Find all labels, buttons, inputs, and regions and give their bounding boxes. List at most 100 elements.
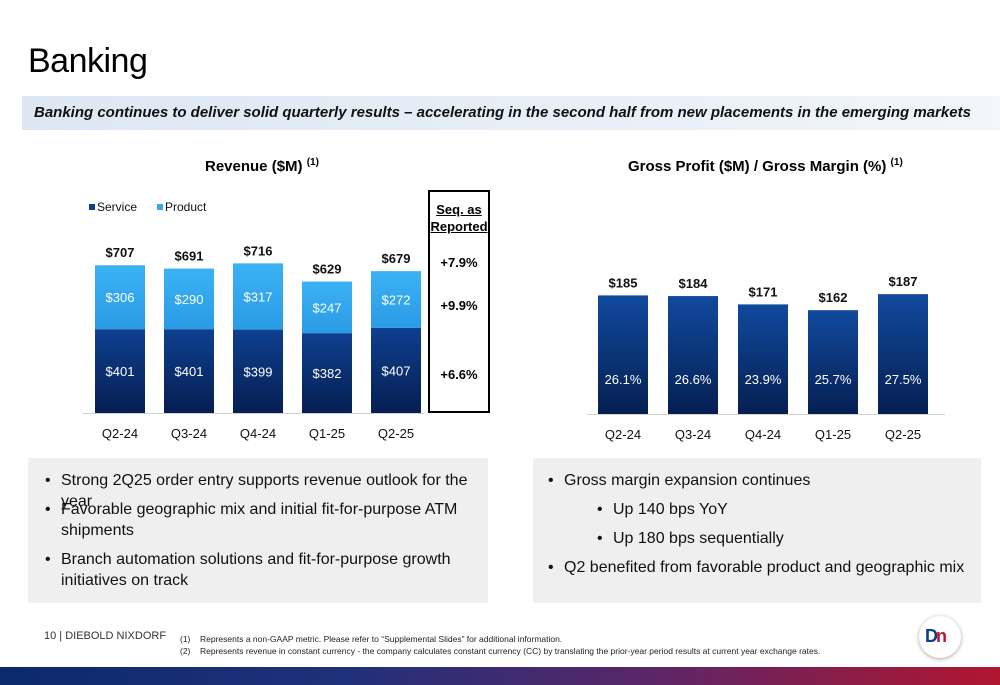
bar-product xyxy=(371,271,421,328)
data-label-service: $399 xyxy=(244,364,273,379)
bar-service xyxy=(233,329,283,413)
bullet-text: Up 180 bps sequentially xyxy=(613,530,784,547)
seq-value-service: +6.6% xyxy=(440,367,478,382)
footnote: (2) Represents revenue in constant curren… xyxy=(180,645,820,657)
revenue-commentary-panel: • Strong 2Q25 order entry supports revenu… xyxy=(28,458,488,603)
seq-value-product: +9.9% xyxy=(440,298,478,313)
data-label-product: $290 xyxy=(175,292,204,307)
x-tick-label: Q4-24 xyxy=(745,427,781,442)
x-tick-label: Q1-25 xyxy=(815,427,851,442)
list-item: • Strong 2Q25 order entry supports revenu… xyxy=(45,470,476,512)
legend-label-product: Product xyxy=(165,200,207,214)
legend-label-service: Service xyxy=(97,200,137,214)
data-label-product: $272 xyxy=(382,293,411,308)
bullet-dot: • xyxy=(548,559,554,576)
seq-value-total: +7.9% xyxy=(440,255,478,270)
list-item: • Gross margin expansion continues xyxy=(548,470,969,491)
bullet-dot: • xyxy=(597,530,603,547)
x-tick-label: Q2-25 xyxy=(378,426,414,441)
x-tick-label: Q3-24 xyxy=(675,427,711,442)
bullet-text: Gross margin expansion continues xyxy=(564,472,811,489)
footnote-number: (1) xyxy=(180,634,191,644)
data-label-total: $716 xyxy=(244,243,273,258)
footnote-number: (2) xyxy=(180,646,191,656)
footnote: (1) Represents a non-GAAP metric. Please … xyxy=(180,633,820,645)
x-tick-label: Q1-25 xyxy=(309,426,345,441)
data-label-product: $247 xyxy=(313,300,342,315)
data-label-gross-margin: 23.9% xyxy=(745,372,782,387)
bar-product xyxy=(233,263,283,330)
gross-profit-commentary-panel: • Gross margin expansion continues • Up 14… xyxy=(533,458,981,603)
footnotes: (1) Represents a non-GAAP metric. Please … xyxy=(180,633,820,657)
data-label-total: $691 xyxy=(175,249,204,264)
revenue-chart-title-text: Revenue ($M) xyxy=(205,158,303,175)
gp-chart-title: Gross Profit ($M) / Gross Margin (%) (1) xyxy=(628,157,903,175)
list-item: • Branch automation solutions and fit-for… xyxy=(45,549,461,591)
bar-service xyxy=(164,329,214,413)
bar-gross-profit xyxy=(808,310,858,414)
sequential-growth-box: Seq. as Reported +7.9% +9.9% +6.6% xyxy=(428,190,490,413)
bar-gross-profit xyxy=(738,304,788,414)
legend-swatch-service xyxy=(89,204,95,210)
data-label-gross-profit: $162 xyxy=(819,290,848,305)
bar-gross-profit xyxy=(668,296,718,414)
subtitle-banner: Banking continues to deliver solid quart… xyxy=(22,96,1000,130)
data-label-product: $306 xyxy=(106,290,135,305)
x-tick-label: Q4-24 xyxy=(240,426,276,441)
data-label-gross-profit: $185 xyxy=(609,275,638,290)
revenue-chart: Service Product $401 $306 $707 Q2-24 $401 $290 $… xyxy=(83,200,425,441)
data-label-service: $401 xyxy=(106,364,135,379)
seq-header: Seq. as Reported xyxy=(430,202,488,234)
revenue-chart-title-note: (1) xyxy=(306,157,319,168)
bullet-text: Branch automation solutions and fit-for-… xyxy=(61,551,451,589)
bar-service xyxy=(95,329,145,413)
data-label-gross-profit: $171 xyxy=(749,284,778,299)
bar-gross-profit xyxy=(878,294,928,414)
bar-product xyxy=(95,265,145,330)
bullet-text: Favorable geographic mix and initial fit… xyxy=(61,501,458,539)
legend-swatch-product xyxy=(157,204,163,210)
data-label-gross-margin: 26.1% xyxy=(605,372,642,387)
data-label-gross-profit: $187 xyxy=(889,274,918,289)
bar-product xyxy=(164,268,214,330)
footnote-text: Represents a non-GAAP metric. Please ref… xyxy=(200,634,563,644)
data-label-service: $407 xyxy=(382,363,411,378)
data-label-service: $401 xyxy=(175,364,204,379)
bar-gross-profit xyxy=(598,295,648,414)
x-tick-label: Q2-24 xyxy=(605,427,641,442)
diebold-nixdorf-logo: Dn xyxy=(919,616,961,658)
gp-chart-title-text: Gross Profit ($M) / Gross Margin (%) xyxy=(628,158,887,175)
bullet-dot: • xyxy=(45,472,51,489)
footer-gradient-bar xyxy=(0,667,1000,685)
list-item: • Up 140 bps YoY xyxy=(597,499,953,520)
data-label-gross-margin: 26.6% xyxy=(675,372,712,387)
page-number: 10 | DIEBOLD NIXDORF xyxy=(44,630,167,642)
list-item: • Q2 benefited from favorable product and… xyxy=(548,557,974,578)
bullet-text: Q2 benefited from favorable product and … xyxy=(564,559,965,576)
bullet-dot: • xyxy=(548,472,554,489)
footnote-text: Represents revenue in constant currency … xyxy=(200,646,821,656)
data-label-service: $382 xyxy=(313,366,342,381)
bar-service xyxy=(302,333,352,413)
x-tick-label: Q3-24 xyxy=(171,426,207,441)
page-title: Banking xyxy=(28,42,148,80)
data-label-total: $707 xyxy=(106,245,135,260)
data-label-total: $629 xyxy=(313,262,342,277)
bar-service xyxy=(371,327,421,413)
data-label-product: $317 xyxy=(244,289,273,304)
bullet-dot: • xyxy=(45,551,51,568)
subtitle-text: Banking continues to deliver solid quart… xyxy=(34,104,971,121)
gp-chart-title-note: (1) xyxy=(890,157,903,168)
gross-profit-chart: $185 26.1% Q2-24 $184 26.6% Q3-24 $171 23.9% Q4-… xyxy=(587,274,945,442)
bar-product xyxy=(302,281,352,334)
list-item: • Up 180 bps sequentially xyxy=(597,528,953,549)
data-label-total: $679 xyxy=(382,251,411,266)
bullet-dot: • xyxy=(45,501,51,518)
list-item: • Favorable geographic mix and initial fi… xyxy=(45,499,461,541)
revenue-chart-title: Revenue ($M) (1) xyxy=(205,157,319,175)
x-tick-label: Q2-24 xyxy=(102,426,138,441)
bullet-dot: • xyxy=(597,501,603,518)
x-tick-label: Q2-25 xyxy=(885,427,921,442)
bullet-text: Strong 2Q25 order entry supports revenue… xyxy=(61,472,468,510)
data-label-gross-profit: $184 xyxy=(679,276,709,291)
